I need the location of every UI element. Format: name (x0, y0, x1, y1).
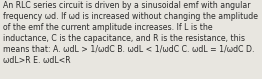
Text: An RLC series circuit is driven by a sinusoidal emf with angular
frequency ωd. I: An RLC series circuit is driven by a sin… (3, 1, 258, 65)
